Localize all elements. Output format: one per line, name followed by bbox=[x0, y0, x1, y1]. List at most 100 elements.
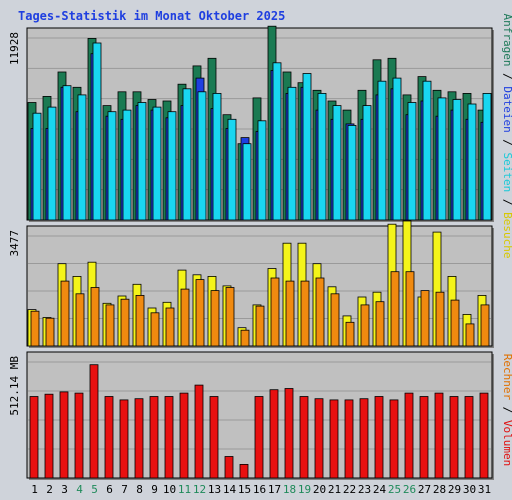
x-tick-label: 25 bbox=[388, 483, 401, 496]
x-tick-label: 8 bbox=[136, 483, 143, 496]
bar-rechner-day-30 bbox=[465, 323, 475, 347]
bar-rechner-day-21 bbox=[330, 293, 340, 347]
bar-seiten-day-11 bbox=[182, 88, 192, 221]
bar-volumen-day-8 bbox=[134, 398, 144, 479]
bar-seiten-day-15 bbox=[242, 143, 252, 221]
x-tick-label: 18 bbox=[283, 483, 296, 496]
bar-volumen-day-22 bbox=[344, 399, 354, 479]
x-tick-label: 31 bbox=[478, 483, 491, 496]
bar-rechner-day-31 bbox=[480, 304, 490, 347]
bar-seiten-day-12 bbox=[197, 91, 207, 221]
bar-seiten-day-3 bbox=[62, 85, 72, 221]
bar-rechner-day-8 bbox=[135, 294, 145, 347]
bar-seiten-day-8 bbox=[137, 102, 147, 221]
legend-requests-files-pages-visits: Anfragen / Dateien / Seiten / Besuche bbox=[501, 13, 512, 258]
bar-volumen-day-27 bbox=[419, 396, 429, 479]
bar-volumen-day-26 bbox=[404, 392, 414, 479]
legend-entry: / bbox=[501, 400, 512, 420]
bar-volumen-day-3 bbox=[59, 391, 69, 479]
bar-volumen-day-7 bbox=[119, 399, 129, 479]
bar-volumen-day-24 bbox=[374, 396, 384, 479]
bar-volumen-day-14 bbox=[224, 456, 234, 479]
x-tick-label: 13 bbox=[208, 483, 221, 496]
bar-rechner-day-27 bbox=[420, 290, 430, 347]
bar-rechner-day-4 bbox=[75, 293, 85, 347]
bar-seiten-day-14 bbox=[227, 118, 237, 221]
bar-seiten-day-20 bbox=[317, 93, 327, 221]
bar-seiten-day-7 bbox=[122, 109, 132, 221]
bar-volumen-day-5 bbox=[89, 364, 99, 479]
bar-volumen-day-4 bbox=[74, 392, 84, 479]
legend-entry: Besuche bbox=[501, 212, 512, 258]
x-tick-label: 19 bbox=[298, 483, 311, 496]
bar-rechner-day-1 bbox=[30, 310, 40, 347]
x-tick-label: 7 bbox=[121, 483, 128, 496]
bar-seiten-day-4 bbox=[77, 94, 87, 221]
x-tick-label: 1 bbox=[31, 483, 38, 496]
bar-rechner-day-5 bbox=[90, 287, 100, 347]
bar-rechner-day-3 bbox=[60, 280, 70, 347]
bar-rechner-day-22 bbox=[345, 321, 355, 347]
bar-rechner-day-25 bbox=[390, 271, 400, 347]
x-tick-label: 28 bbox=[433, 483, 446, 496]
bar-seiten-day-23 bbox=[362, 105, 372, 221]
x-tick-label: 14 bbox=[223, 483, 237, 496]
bar-seiten-day-27 bbox=[422, 80, 432, 221]
bar-seiten-day-19 bbox=[302, 73, 312, 221]
x-tick-label: 22 bbox=[343, 483, 356, 496]
x-tick-label: 27 bbox=[418, 483, 431, 496]
legend-entry: Seiten bbox=[501, 153, 512, 193]
bar-seiten-day-31 bbox=[482, 93, 492, 221]
y-tick-label: 512.14 MB bbox=[8, 356, 21, 416]
legend-entry: Dateien bbox=[501, 86, 512, 132]
x-tick-label: 29 bbox=[448, 483, 461, 496]
bar-volumen-day-16 bbox=[254, 396, 264, 479]
bar-rechner-day-6 bbox=[105, 304, 115, 347]
bar-volumen-day-29 bbox=[449, 396, 459, 479]
bar-volumen-day-2 bbox=[44, 393, 54, 479]
bar-volumen-day-25 bbox=[389, 399, 399, 479]
bar-seiten-day-16 bbox=[257, 120, 267, 221]
bar-volumen-day-23 bbox=[359, 398, 369, 479]
chart-bars bbox=[27, 25, 492, 479]
bar-volumen-day-13 bbox=[209, 396, 219, 479]
bar-volumen-day-1 bbox=[29, 396, 39, 479]
bar-volumen-day-15 bbox=[239, 463, 249, 479]
bar-rechner-day-13 bbox=[210, 290, 220, 347]
x-tick-label: 4 bbox=[76, 483, 83, 496]
legend-hosts-volume: Rechner / Volumen bbox=[501, 354, 512, 467]
bar-rechner-day-11 bbox=[180, 288, 190, 347]
x-tick-label: 11 bbox=[178, 483, 191, 496]
bar-seiten-day-25 bbox=[392, 77, 402, 221]
bar-volumen-day-9 bbox=[149, 396, 159, 479]
bar-rechner-day-9 bbox=[150, 312, 160, 347]
bar-seiten-day-29 bbox=[452, 99, 462, 221]
bar-rechner-day-15 bbox=[240, 329, 250, 347]
x-tick-label: 20 bbox=[313, 483, 326, 496]
bar-seiten-day-1 bbox=[32, 112, 42, 221]
legend-entry: Volumen bbox=[501, 420, 512, 466]
bar-volumen-day-19 bbox=[299, 396, 309, 479]
y-tick-label: 3477 bbox=[8, 230, 21, 257]
bar-volumen-day-12 bbox=[194, 384, 204, 479]
x-tick-label: 3 bbox=[61, 483, 68, 496]
legend-entry: Anfragen bbox=[501, 13, 512, 66]
bar-seiten-day-30 bbox=[467, 103, 477, 221]
x-tick-label: 6 bbox=[106, 483, 113, 496]
bar-volumen-day-31 bbox=[479, 392, 489, 479]
bar-seiten-day-13 bbox=[212, 93, 222, 221]
bar-rechner-day-19 bbox=[300, 280, 310, 347]
bar-seiten-day-10 bbox=[167, 111, 177, 221]
bar-rechner-day-16 bbox=[255, 305, 265, 347]
bar-rechner-day-7 bbox=[120, 298, 130, 347]
legend-entry: / bbox=[501, 66, 512, 86]
bar-seiten-day-5 bbox=[92, 42, 102, 221]
bar-seiten-day-17 bbox=[272, 62, 282, 221]
y-tick-labels: 11928 3477 512.14 MB bbox=[8, 32, 21, 416]
bar-rechner-day-23 bbox=[360, 304, 370, 347]
x-tick-label: 12 bbox=[193, 483, 206, 496]
bar-seiten-day-6 bbox=[107, 111, 117, 221]
bar-volumen-day-6 bbox=[104, 396, 114, 479]
